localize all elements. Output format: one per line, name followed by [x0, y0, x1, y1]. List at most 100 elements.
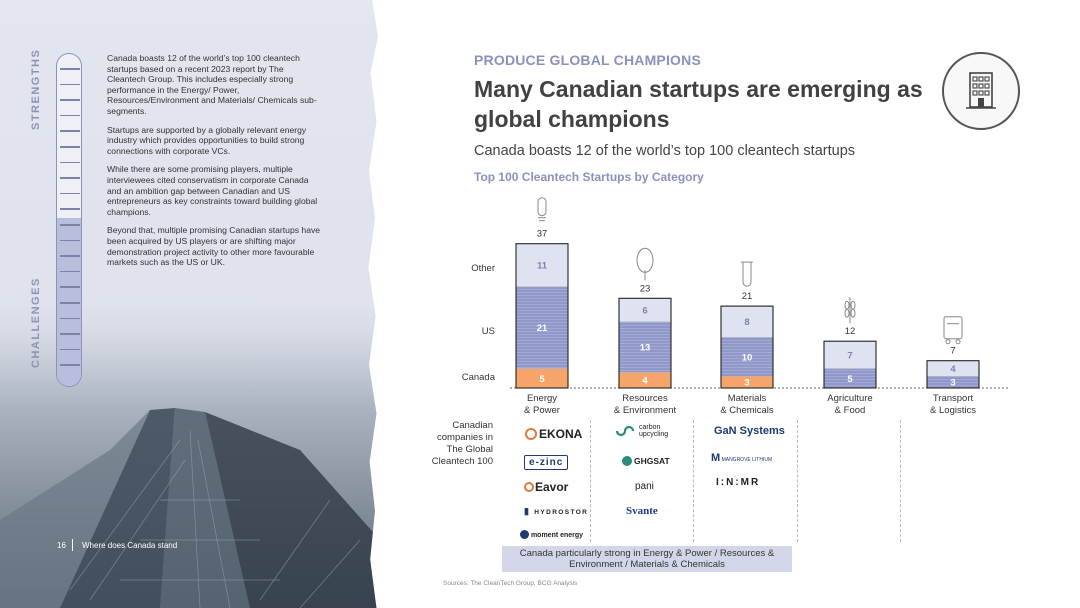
thermometer-tick	[60, 177, 80, 179]
paragraph-1: Canada boasts 12 of the world’s top 100 …	[107, 53, 317, 116]
thermometer-tick	[60, 239, 80, 242]
bar-value-label: 11	[537, 261, 548, 272]
logo-ghgsat: GHGSAT	[622, 456, 670, 466]
left-text: Canada boasts 12 of the world’s top 100 …	[107, 53, 322, 276]
category-label: Agriculture	[827, 393, 872, 404]
bar-segment	[618, 321, 672, 373]
bar-value-label: 4	[642, 376, 648, 387]
category-label: & Logistics	[930, 405, 976, 416]
callout-box: Canada particularly strong in Energy & P…	[502, 546, 792, 572]
truck-icon	[943, 316, 963, 345]
tree-icon	[636, 247, 654, 281]
building-icon	[942, 52, 1020, 130]
bar-value-label: 21	[537, 323, 548, 334]
bar-outline	[720, 305, 774, 389]
thermometer-tick	[60, 333, 80, 335]
page-subtitle: Canada boasts 12 of the world’s top 100 …	[474, 143, 856, 159]
section-kicker: PRODUCE GLOBAL CHAMPIONS	[474, 52, 701, 68]
column-divider	[797, 420, 798, 542]
bar-value-label: 5	[539, 374, 545, 385]
paragraph-2: Startups are supported by a globally rel…	[107, 124, 307, 156]
challenges-label: CHALLENGES	[30, 277, 42, 368]
wheat-icon	[844, 297, 856, 324]
logo-ezinc: e-zinc	[524, 455, 569, 470]
thermometer-tick	[60, 224, 80, 226]
bar-outline	[618, 297, 672, 389]
bar-value-label: 8	[744, 317, 749, 328]
bar-total-label: 21	[742, 291, 753, 302]
bar-outline	[515, 243, 569, 389]
logo-hydrostor: ▮ HYDROSTOR	[524, 506, 589, 516]
torn-edge	[368, 0, 380, 608]
chart-title: Top 100 Cleantech Startups by Category	[474, 170, 704, 184]
bar-value-label: 13	[640, 343, 651, 354]
left-panel: STRENGTHS CHALLENGES Canada boasts 12 of…	[0, 0, 380, 608]
category-label: Energy	[527, 393, 557, 404]
logo-gan-systems: GaN Systems	[714, 425, 785, 437]
thermometer-gauge	[56, 53, 82, 387]
thermometer-tick	[60, 270, 80, 273]
thermometer-tick	[60, 146, 80, 148]
category-label: & Food	[835, 405, 866, 416]
category-label: Transport	[933, 393, 974, 404]
thermometer-tick	[60, 114, 80, 117]
bar-total-label: 12	[845, 326, 856, 337]
thermometer-tick	[60, 68, 80, 70]
thermometer-tick	[60, 83, 80, 86]
logo-ekona: EKONA	[525, 427, 582, 441]
thermometer-tick	[60, 302, 80, 304]
source-note: Sources: The CleanTech Group, BCG Analys…	[443, 580, 578, 587]
bar-value-label: 10	[742, 352, 753, 363]
thermometer-tick	[60, 255, 80, 257]
lightbulb-icon	[537, 197, 547, 222]
category-label: & Power	[524, 405, 560, 416]
bar-value-label: 3	[744, 378, 749, 389]
column-divider	[590, 420, 591, 542]
logos-row-label: Canadian companies in The Global Cleante…	[431, 420, 493, 467]
logo-carbon-upcycling: carbon upcycling	[614, 424, 679, 438]
footer-section-title: Where does Canada stand	[82, 541, 178, 550]
thermometer-tick	[60, 130, 80, 132]
thermometer-tick	[60, 161, 80, 164]
category-label: Resources	[622, 393, 668, 404]
thermometer-tick	[60, 364, 80, 366]
page-number: 16	[57, 541, 66, 550]
skyscraper-photo	[0, 300, 380, 608]
strengths-label: STRENGTHS	[30, 48, 42, 130]
thermometer-tick	[60, 348, 80, 351]
logo-pani: pani	[635, 481, 654, 492]
logo-moment-energy: moment energy	[520, 530, 583, 539]
bar-total-label: 7	[950, 346, 955, 357]
bar-segment	[515, 286, 569, 369]
bar-segment	[720, 337, 774, 377]
logo-eavor: Eavor	[524, 480, 568, 494]
bar-segment	[720, 305, 774, 338]
bar-value-label: 3	[950, 378, 955, 389]
thermometer-tick	[60, 317, 80, 320]
bar-value-label: 7	[847, 350, 852, 361]
thermometer-tick	[60, 99, 80, 101]
logo-svante: Svante	[626, 505, 658, 517]
test-tube-icon	[741, 261, 753, 287]
thermometer-tick	[60, 208, 80, 210]
category-label: & Chemicals	[720, 405, 774, 416]
bar-total-label: 37	[537, 229, 548, 240]
paragraph-3: While there are some promising players, …	[107, 164, 318, 217]
legend-canada: Canada	[461, 372, 495, 383]
page-title: Many Canadian startups are emerging as g…	[474, 76, 923, 132]
footer-divider	[72, 539, 73, 551]
paragraph-4: Beyond that, multiple promising Canadian…	[107, 225, 321, 268]
legend-other: Other	[471, 263, 495, 274]
bar-value-label: 6	[642, 306, 647, 317]
column-divider	[900, 420, 901, 542]
category-label: & Environment	[614, 405, 677, 416]
logo-ionomr: I:N:MR	[716, 477, 761, 488]
bar-value-label: 5	[847, 374, 853, 385]
bar-value-label: 4	[950, 364, 956, 375]
column-divider	[693, 420, 694, 542]
thermometer-tick	[60, 192, 80, 195]
bar-outline	[926, 360, 980, 389]
thermometer-tick	[60, 286, 80, 288]
legend-us: US	[481, 326, 495, 337]
